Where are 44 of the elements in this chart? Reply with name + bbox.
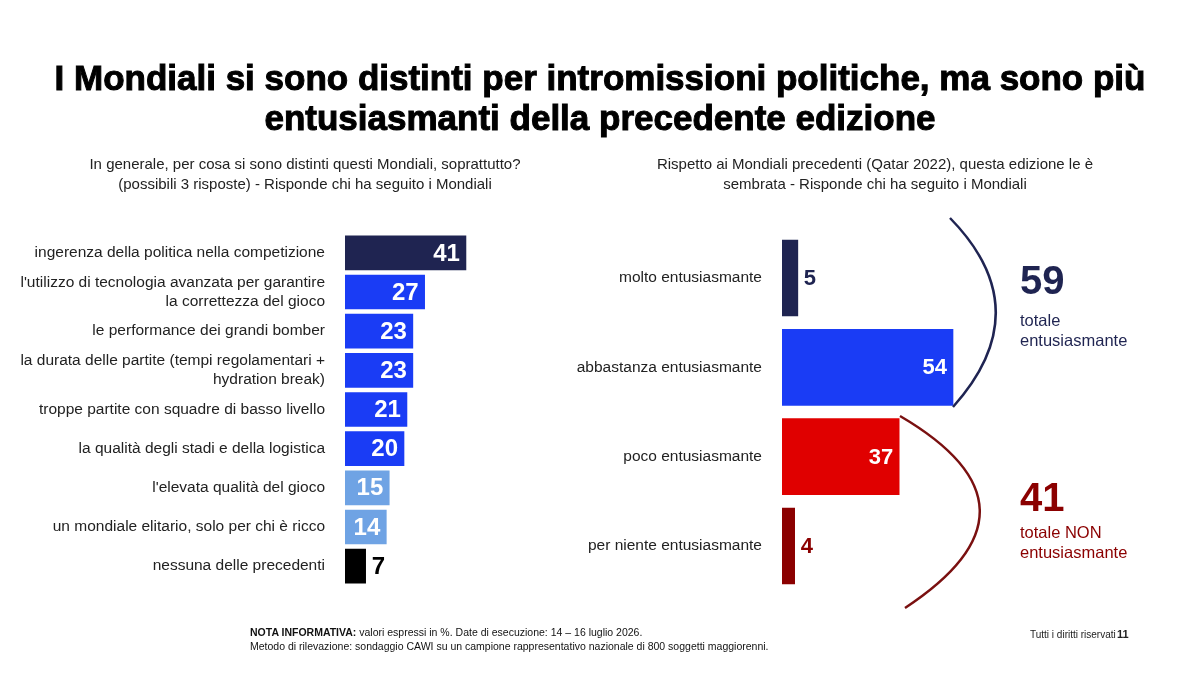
data-label: 23 — [380, 316, 407, 344]
chart-subtitle: Rispetto ai Mondiali precedenti (Qatar 2022), questa edizione le è sembrata - Risponde chi ha seguito i Mondiali — [655, 154, 1095, 194]
data-label: 37 — [868, 443, 894, 469]
y-tick-label: la durata delle partite (tempi regolamentari + hydration break) — [20, 351, 325, 387]
y-tick-label: la qualità degli stadi e della logistica — [78, 438, 326, 456]
bar — [782, 418, 900, 496]
data-label: 21 — [374, 395, 401, 423]
y-tick-label: per niente entusiasmante — [587, 536, 762, 554]
data-label: 14 — [353, 512, 381, 540]
data-label: 23 — [380, 355, 407, 383]
y-tick-label: nessuna delle precedenti — [152, 556, 325, 574]
bar — [782, 329, 954, 406]
y-tick-label: un mondiale elitario, solo per chi è ricco — [52, 517, 325, 535]
y-tick-label: l'utilizzo di tecnologia avanzata per garantire la correttezza del gioco — [20, 273, 325, 309]
text: 41 — [1020, 475, 1065, 520]
bar — [345, 274, 425, 310]
data-label: 27 — [391, 277, 419, 305]
text: totale NON entusiasmante — [1020, 522, 1129, 562]
data-label: 4 — [800, 533, 814, 559]
y-tick-label: abbastanza entusiasmante — [576, 357, 762, 375]
text: Tutti i diritti riservati — [1030, 629, 1116, 640]
data-label: 15 — [356, 473, 384, 501]
y-tick-label: ingerenza della politica nella competizione — [34, 243, 325, 261]
y-tick-label: le performance dei grandi bomber — [92, 321, 325, 339]
data-label: 7 — [371, 551, 386, 579]
text: 11 — [1117, 628, 1129, 640]
data-label: 20 — [371, 434, 398, 462]
text: I Mondiali si sono distinti per intromissioni politiche, ma sono più entusiasmanti della precedente edizione — [53, 58, 1147, 138]
bar — [345, 548, 366, 584]
bar — [782, 507, 795, 585]
y-tick-label: poco entusiasmante — [623, 446, 762, 464]
text: totale entusiasmante — [1020, 310, 1129, 350]
text: NOTA INFORMATIVA: valori espressi in %. Date di esecuzione: 14 – 16 luglio 2026. — [250, 625, 644, 639]
data-label: 41 — [433, 238, 460, 266]
bar — [782, 239, 799, 317]
y-tick-label: l'elevata qualità del gioco — [152, 478, 325, 496]
bar — [345, 235, 467, 271]
y-tick-label: molto entusiasmante — [618, 268, 762, 286]
chart-subtitle: In generale, per cosa si sono distinti questi Mondiali, soprattutto? (possibili 3 risposte) - Risponde chi ha seguito i Mondiali — [88, 154, 522, 194]
y-tick-label: troppe partite con squadre di basso livello — [38, 399, 325, 417]
data-label: 54 — [922, 354, 948, 380]
text: 59 — [1020, 258, 1065, 303]
data-label: 5 — [803, 265, 817, 291]
text: Metodo di rilevazione: sondaggio CAWI su un campione rappresentativo nazionale di 800 soggetti maggiorenni. — [250, 639, 770, 653]
